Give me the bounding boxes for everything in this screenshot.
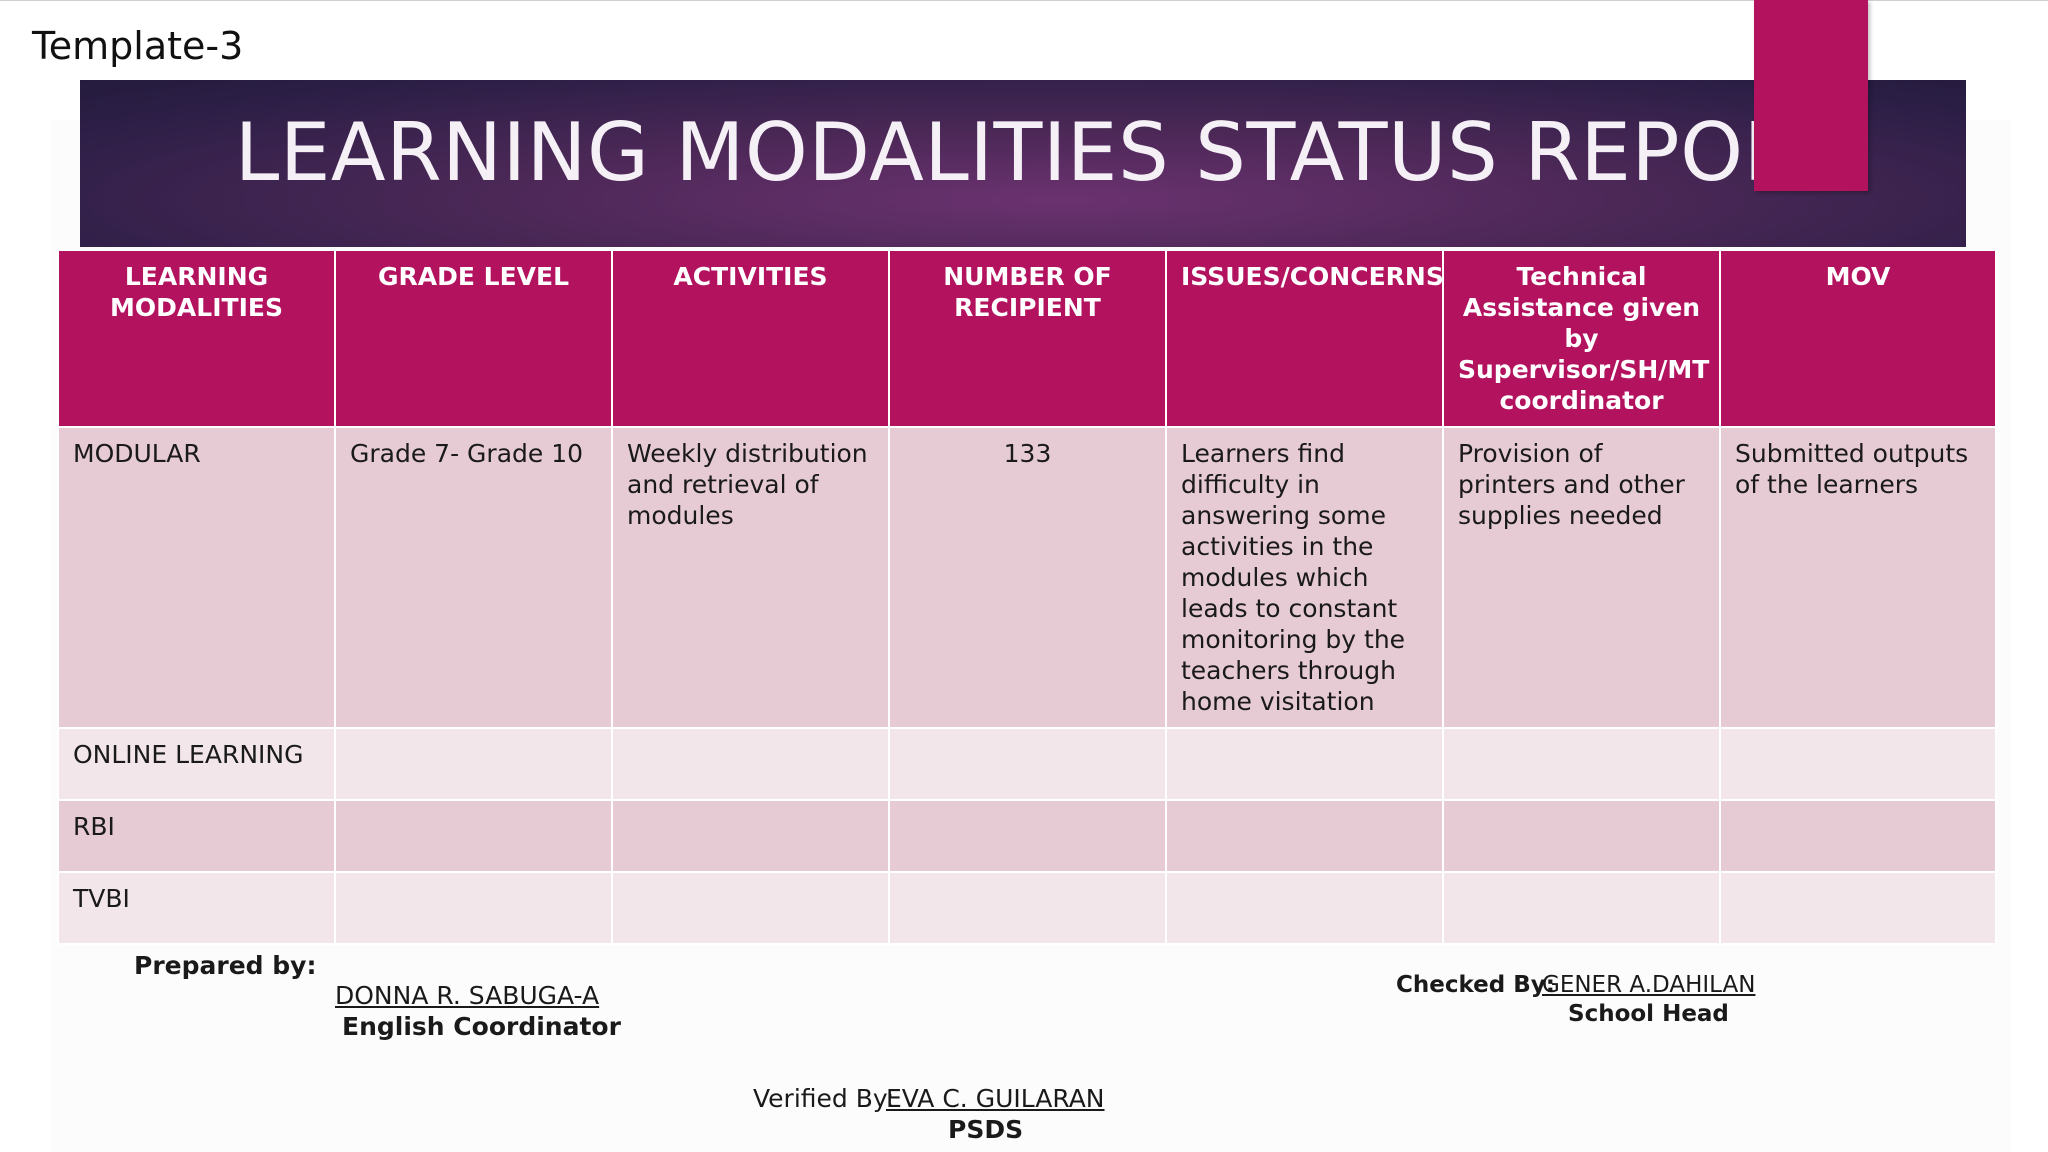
prepared-by-role: English Coordinator xyxy=(342,1012,621,1041)
verified-by-label: Verified By: xyxy=(753,1084,895,1113)
prepared-by-name: DONNA R. SABUGA-A xyxy=(335,981,600,1010)
header-technical-assistance: Technical Assistance given by Supervisor… xyxy=(1442,249,1721,428)
cell-activities xyxy=(611,799,890,873)
cell-issues xyxy=(1165,799,1444,873)
top-border-line xyxy=(0,0,2048,1)
cell-modality: MODULAR xyxy=(57,426,336,729)
cell-technical-assistance xyxy=(1442,799,1721,873)
table-header-row: LEARNING MODALITIES GRADE LEVEL ACTIVITI… xyxy=(57,249,1997,428)
cell-number-of-recipient: 133 xyxy=(888,426,1167,729)
cell-activities xyxy=(611,727,890,801)
cell-grade-level xyxy=(334,727,613,801)
verified-by-name: EVA C. GUILARAN xyxy=(886,1084,1105,1113)
cell-issues xyxy=(1165,727,1444,801)
checked-by-role: School Head xyxy=(1568,1001,1729,1027)
cell-mov xyxy=(1719,727,1997,801)
cell-number-of-recipient xyxy=(888,799,1167,873)
title-banner xyxy=(80,80,1966,247)
cell-issues: Learners find difficulty in answering so… xyxy=(1165,426,1444,729)
status-report-table: LEARNING MODALITIES GRADE LEVEL ACTIVITI… xyxy=(57,249,1997,945)
header-learning-modalities: LEARNING MODALITIES xyxy=(57,249,336,428)
cell-modality: TVBI xyxy=(57,871,336,945)
cell-activities: Weekly distribution and retrieval of mod… xyxy=(611,426,890,729)
cell-number-of-recipient xyxy=(888,727,1167,801)
cell-number-of-recipient xyxy=(888,871,1167,945)
checked-by-label: Checked By: xyxy=(1396,972,1555,998)
header-activities: ACTIVITIES xyxy=(611,249,890,428)
cell-modality: RBI xyxy=(57,799,336,873)
prepared-by-label: Prepared by: xyxy=(134,951,317,980)
cell-grade-level xyxy=(334,799,613,873)
cell-technical-assistance xyxy=(1442,871,1721,945)
cell-technical-assistance: Provision of printers and other supplies… xyxy=(1442,426,1721,729)
header-mov: MOV xyxy=(1719,249,1997,428)
table-row: MODULAR Grade 7- Grade 10 Weekly distrib… xyxy=(57,426,1997,729)
cell-modality: ONLINE LEARNING xyxy=(57,727,336,801)
cell-mov xyxy=(1719,799,1997,873)
table-row: ONLINE LEARNING xyxy=(57,727,1997,801)
cell-grade-level: Grade 7- Grade 10 xyxy=(334,426,613,729)
cell-technical-assistance xyxy=(1442,727,1721,801)
table-row: RBI xyxy=(57,799,1997,873)
header-number-of-recipient: NUMBER OF RECIPIENT xyxy=(888,249,1167,428)
checked-by-name: GENER A.DAHILAN xyxy=(1542,972,1756,998)
header-grade-level: GRADE LEVEL xyxy=(334,249,613,428)
verified-by-role: PSDS xyxy=(948,1115,1024,1144)
table-row: TVBI xyxy=(57,871,1997,945)
template-label: Template-3 xyxy=(32,24,244,68)
cell-mov: Submitted outputs of the learners xyxy=(1719,426,1997,729)
accent-tab-decoration xyxy=(1754,0,1868,191)
cell-mov xyxy=(1719,871,1997,945)
cell-grade-level xyxy=(334,871,613,945)
page-title: LEARNING MODALITIES STATUS REPORT xyxy=(234,106,1844,199)
cell-activities xyxy=(611,871,890,945)
header-issues-concerns: ISSUES/CONCERNS xyxy=(1165,249,1444,428)
cell-issues xyxy=(1165,871,1444,945)
